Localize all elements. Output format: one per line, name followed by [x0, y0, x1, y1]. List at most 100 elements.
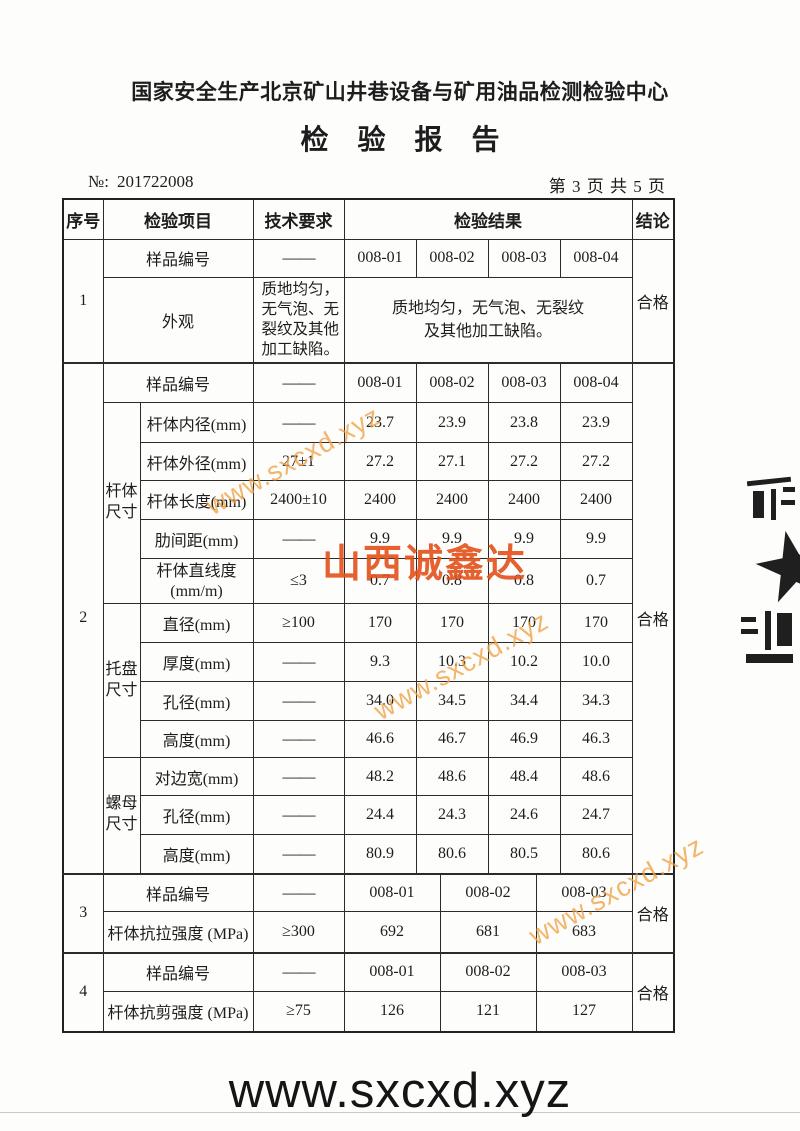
seal-fragment — [783, 487, 795, 492]
result-cell: 23.9 — [559, 402, 633, 443]
result-cell: 9.9 — [415, 519, 489, 559]
result-cell: 9.9 — [559, 519, 633, 559]
row-label-appearance: 外观 — [102, 276, 254, 363]
result-cell: 23.7 — [343, 402, 417, 443]
group-label-rod-size: 杆体尺寸 — [102, 402, 141, 604]
seal-fragment — [746, 476, 792, 487]
result-cell: 46.7 — [415, 720, 489, 758]
result-cell: 170 — [487, 603, 561, 643]
meta-row: №: 201722008 第 3 页 共 5 页 — [88, 172, 666, 196]
requirement-cell: —— — [252, 361, 345, 403]
result-cell: 34.4 — [487, 681, 561, 721]
table-row: 1 样品编号 —— 008-01 008-02 008-03 008-04 合格 — [62, 238, 675, 363]
table-header-row: 序号 检验项目 技术要求 检验结果 结论 — [62, 198, 675, 240]
row-label: 杆体长度(mm) — [139, 480, 254, 520]
row-label-sample-id: 样品编号 — [102, 361, 254, 403]
row-label: 直径(mm) — [139, 603, 254, 643]
seal-fragment — [741, 629, 758, 634]
result-cell: 008-01 — [343, 951, 441, 992]
table-row: 杆体长度(mm) 2400±10 2400 2400 2400 2400 — [63, 480, 674, 520]
requirement-cell: —— — [252, 642, 345, 682]
org-title: 国家安全生产北京矿山井巷设备与矿用油品检测检验中心 — [131, 80, 669, 104]
col-header-conclusion: 结论 — [631, 198, 675, 240]
section3-no: 3 — [62, 872, 104, 953]
result-cell: 48.6 — [415, 757, 489, 796]
table-row: 螺母尺寸 对边宽(mm) —— 48.2 48.6 48.4 48.6 — [63, 757, 674, 874]
result-cell: 008-01 — [343, 361, 417, 403]
result-cell: 9.3 — [343, 642, 417, 682]
result-cell: 170 — [559, 603, 633, 643]
table-row: 肋间距(mm) —— 9.9 9.9 9.9 9.9 — [63, 519, 674, 559]
result-cell: 48.4 — [487, 757, 561, 796]
section1-no: 1 — [62, 238, 104, 363]
result-cell: 24.7 — [559, 795, 633, 835]
result-cell: 008-02 — [439, 872, 537, 912]
result-cell: 2400 — [559, 480, 633, 520]
report-number-value: 201722008 — [116, 172, 194, 191]
result-cell: 683 — [535, 911, 633, 953]
table-row: 厚度(mm) —— 9.3 10.3 10.2 10.0 — [63, 642, 674, 682]
seal-fragment — [781, 500, 795, 505]
requirement-cell: —— — [252, 795, 345, 835]
requirement-cell: —— — [252, 834, 345, 874]
row-label: 肋间距(mm) — [139, 519, 254, 559]
section4-conclusion: 合格 — [631, 951, 675, 1032]
requirement-cell: —— — [252, 238, 345, 278]
table-row: 高度(mm) —— 46.6 46.7 46.9 46.3 — [63, 720, 674, 758]
section4-no: 4 — [62, 951, 104, 1032]
row-label-sample-id: 样品编号 — [102, 951, 254, 992]
row-label: 高度(mm) — [139, 720, 254, 758]
row-label: 高度(mm) — [139, 834, 254, 874]
result-cell: 692 — [343, 911, 441, 953]
table-row: 孔径(mm) —— 34.0 34.5 34.4 34.3 — [63, 681, 674, 721]
result-cell: 80.6 — [559, 834, 633, 874]
result-cell: 46.3 — [559, 720, 633, 758]
result-cell: 0.7 — [559, 558, 633, 604]
table-row: 杆体抗剪强度 (MPa) ≥75 126 121 127 — [63, 991, 674, 1032]
group-label-plate-size: 托盘尺寸 — [102, 603, 141, 758]
result-cell: 23.8 — [487, 402, 561, 443]
table-row: 孔径(mm) —— 24.4 24.3 24.6 24.7 — [63, 795, 674, 835]
report-number-label: №: — [88, 172, 109, 191]
requirement-cell: ≥300 — [252, 911, 345, 953]
table-row: 外观 质地均匀，无气泡、无裂纹及其他加工缺陷。 质地均匀，无气泡、无裂纹 及其他… — [63, 276, 674, 363]
seal-fragment — [741, 617, 756, 622]
inspection-table: 序号 检验项目 技术要求 检验结果 结论 1 样品编号 —— 008-01 00… — [62, 198, 675, 1033]
result-cell: 48.2 — [343, 757, 417, 796]
result-cell: 008-03 — [535, 951, 633, 992]
result-cell: 008-01 — [343, 872, 441, 912]
result-cell: 008-03 — [487, 361, 561, 403]
row-label: 对边宽(mm) — [139, 757, 254, 796]
result-cell: 170 — [415, 603, 489, 643]
table-row: 杆体外径(mm) 27±1 27.2 27.1 27.2 27.2 — [63, 442, 674, 481]
result-cell: 80.6 — [415, 834, 489, 874]
requirement-cell: ≥100 — [252, 603, 345, 643]
result-cell: 008-04 — [559, 361, 633, 403]
result-cell: 24.6 — [487, 795, 561, 835]
table-row: 托盘尺寸 直径(mm) ≥100 170 170 170 170 — [63, 603, 674, 758]
result-cell: 27.2 — [559, 442, 633, 481]
result-cell: 0.7 — [343, 558, 417, 604]
result-cell: 008-02 — [415, 361, 489, 403]
seal-fragment — [771, 489, 776, 520]
report-number: №: 201722008 — [88, 172, 193, 192]
report-title: 检 验 报 告 — [300, 125, 511, 156]
section2-conclusion: 合格 — [631, 361, 675, 874]
seal-fragment — [753, 491, 764, 518]
row-label-sample-id: 样品编号 — [102, 872, 254, 912]
requirement-cell: 2400±10 — [252, 480, 345, 520]
result-cell: 23.9 — [415, 402, 489, 443]
row-label-shear-strength: 杆体抗剪强度 (MPa) — [102, 991, 254, 1032]
col-header-no: 序号 — [62, 198, 104, 240]
result-cell: 008-03 — [535, 872, 633, 912]
footer-url-watermark: www.sxcxd.xyz — [228, 1064, 572, 1118]
table-row: 4 样品编号 —— 008-01 008-02 008-03 合格 — [62, 951, 675, 1032]
requirement-cell: —— — [252, 757, 345, 796]
company-watermark: 山西诚鑫达 — [322, 543, 528, 586]
requirement-cell: 质地均匀，无气泡、无裂纹及其他加工缺陷。 — [252, 276, 345, 363]
result-cell: 0.8 — [415, 558, 489, 604]
section3-conclusion: 合格 — [631, 872, 675, 953]
result-cell: 48.6 — [559, 757, 633, 796]
seal-fragment — [777, 613, 792, 646]
